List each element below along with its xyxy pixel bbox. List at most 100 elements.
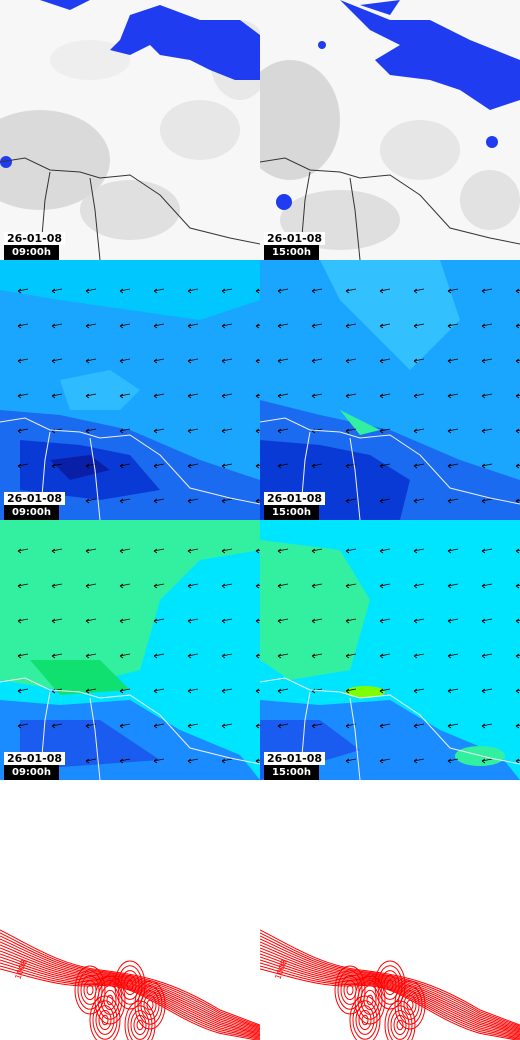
wind-arrow-icon: [255, 463, 260, 469]
isobar-line: [124, 1000, 156, 1040]
wind-arrow-icon: [17, 288, 29, 294]
wind-arrow-icon: [51, 288, 63, 294]
isobar-line: [134, 980, 166, 1030]
isobar-line: [137, 985, 163, 1025]
wind-arrow-icon: [413, 618, 425, 624]
wind-arrow-icon: [277, 548, 289, 554]
wind-arrow-icon: [153, 723, 165, 729]
pressure-contour-map: 1008: [260, 780, 520, 1040]
wind-arrow-icon: [311, 653, 323, 659]
wind-arrow-icon: [447, 548, 459, 554]
isobar-line: [349, 995, 381, 1040]
isobar-line: [80, 975, 100, 1005]
wind-arrow-icon: [17, 463, 29, 469]
wind-arrow-icon: [187, 688, 199, 694]
isobar-line: [383, 974, 397, 996]
wind-arrow-icon: [17, 583, 29, 589]
wind-arrow-icon: [51, 463, 63, 469]
isobar-line: [101, 1014, 109, 1026]
wind-arrow-icon: [51, 653, 63, 659]
wind-arrow-icon: [119, 428, 131, 434]
isobar-line: [146, 999, 154, 1011]
isobar-line: [355, 1005, 375, 1035]
wind-arrow-icon: [119, 323, 131, 329]
map-panel-wind2-1500: 26-01-08 15:00h: [260, 520, 520, 780]
wind-map: [260, 520, 520, 780]
wind-arrow-icon: [515, 498, 520, 504]
isobar-line: [126, 979, 134, 991]
wind-arrow-icon: [379, 583, 391, 589]
wind-arrow-icon: [379, 393, 391, 399]
isobar-line: [140, 990, 160, 1020]
isobar-line: [0, 944, 260, 1032]
isobar-line: [387, 1005, 413, 1040]
wind-arrow-icon: [153, 288, 165, 294]
wind-arrow-icon: [447, 583, 459, 589]
wind-arrow-icon: [311, 723, 323, 729]
wind-arrow-icon: [345, 583, 357, 589]
isobar-line: [0, 968, 260, 1040]
wind-arrow-icon: [119, 548, 131, 554]
wind-arrow-icon: [447, 688, 459, 694]
wind-arrow-icon: [153, 498, 165, 504]
wind-arrow-icon: [413, 723, 425, 729]
wind-arrow-icon: [413, 653, 425, 659]
wind-map: [0, 260, 260, 520]
wind-arrow-icon: [153, 583, 165, 589]
wind-arrow-icon: [85, 618, 97, 624]
isobar-line: [390, 1010, 410, 1040]
map-panel-wind2-0900: 26-01-08 09:00h: [0, 520, 260, 780]
map-panel-wind-0900: 26-01-08 09:00h: [0, 260, 260, 520]
wind-arrow-icon: [481, 688, 493, 694]
wind-arrow-icon: [413, 428, 425, 434]
wind-arrow-icon: [221, 583, 233, 589]
wind-arrow-icon: [413, 393, 425, 399]
wind-arrow-icon: [413, 583, 425, 589]
wind-arrow-icon: [255, 618, 260, 624]
isobar-line: [260, 938, 520, 1030]
timestamp: 26-01-08 09:00h: [4, 232, 66, 260]
wind-arrow-icon: [187, 428, 199, 434]
isobar-line: [386, 979, 394, 991]
wind-arrow-icon: [255, 323, 260, 329]
wind-arrow-icon: [221, 618, 233, 624]
wind-arrow-icon: [187, 463, 199, 469]
isobar-line: [133, 1014, 147, 1036]
time-label: 09:00h: [4, 765, 59, 780]
timestamp: 26-01-08 15:00h: [264, 492, 326, 520]
isobar-line: [393, 1014, 407, 1036]
wind-arrow-icon: [153, 548, 165, 554]
wind-arrow-icon: [447, 723, 459, 729]
wind-arrow-icon: [379, 288, 391, 294]
wind-arrow-icon: [413, 498, 425, 504]
wind-arrow-icon: [277, 653, 289, 659]
wind-arrow-icon: [221, 463, 233, 469]
wind-arrow-icon: [153, 428, 165, 434]
wind-arrow-icon: [187, 618, 199, 624]
wind-arrow-icon: [447, 428, 459, 434]
wind-arrow-icon: [119, 723, 131, 729]
wind-arrow-icon: [51, 618, 63, 624]
isobar-line: [0, 929, 260, 1026]
wind-arrow-icon: [85, 548, 97, 554]
blank-area: [0, 1015, 55, 1040]
isobar-line: [260, 962, 520, 1039]
wind-arrow-icon: [481, 428, 493, 434]
timestamp: 26-01-08 09:00h: [4, 492, 66, 520]
wind-arrow-icon: [255, 653, 260, 659]
wind-arrow-icon: [221, 323, 233, 329]
wind-arrow-icon: [515, 688, 520, 694]
wind-arrow-icon: [515, 393, 520, 399]
isobar-line: [98, 1009, 112, 1031]
wind-arrow-icon: [255, 688, 260, 694]
wind-arrow-icon: [413, 688, 425, 694]
wind-arrow-icon: [221, 548, 233, 554]
wind-arrow-icon: [51, 358, 63, 364]
wind-arrow-icon: [481, 723, 493, 729]
wind-arrow-icon: [447, 618, 459, 624]
wind-arrow-icon: [153, 463, 165, 469]
wind-arrow-icon: [221, 688, 233, 694]
clouds-precip-map: [0, 0, 260, 260]
wind-arrow-icon: [51, 548, 63, 554]
isobar-line: [0, 965, 260, 1040]
